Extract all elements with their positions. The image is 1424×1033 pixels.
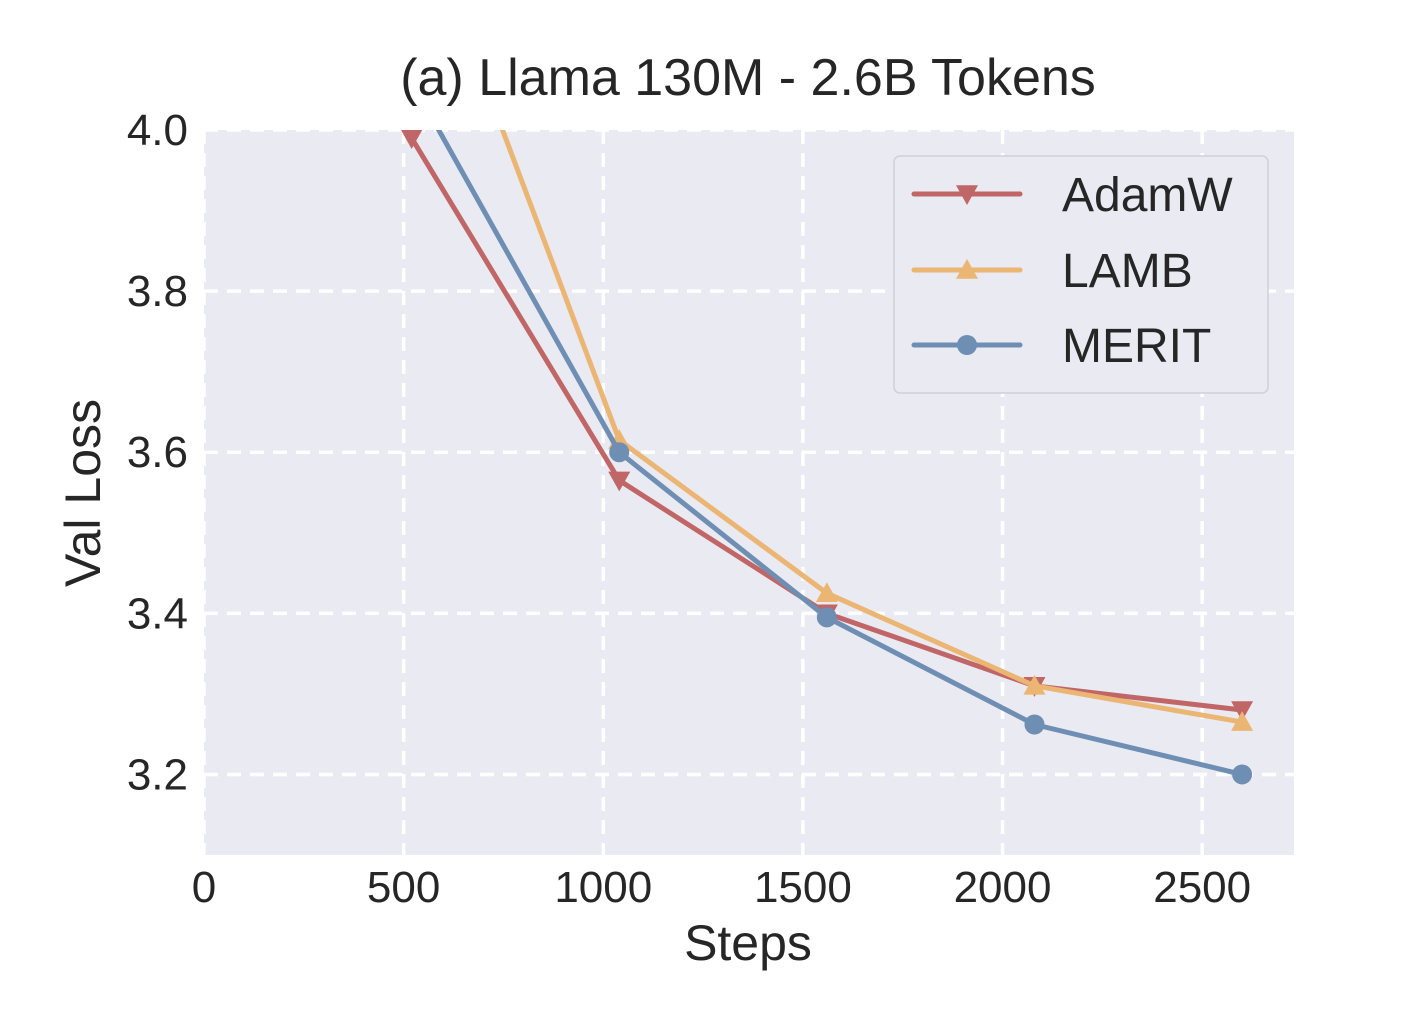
y-tick-label: 3.8 — [127, 267, 188, 316]
y-tick-label: 3.2 — [127, 750, 188, 799]
legend-marker-merit — [957, 335, 977, 355]
legend-label-merit: MERIT — [1062, 320, 1211, 373]
legend: AdamW LAMB MERIT — [893, 155, 1269, 394]
data-point-merit — [1024, 714, 1045, 735]
legend-marker-adamw — [956, 185, 978, 205]
legend-label-lamb: LAMB — [1062, 245, 1193, 298]
legend-marker-lamb — [956, 259, 978, 279]
legend-label-adamw: AdamW — [1062, 169, 1233, 222]
data-point-lamb — [1231, 711, 1254, 731]
x-tick-label: 500 — [367, 863, 440, 912]
y-tick-label: 3.6 — [127, 428, 188, 477]
data-point-merit — [1232, 764, 1253, 785]
data-point-merit — [816, 607, 837, 628]
chart-title: (a) Llama 130M - 2.6B Tokens — [400, 49, 1096, 107]
y-tick-label: 3.4 — [127, 589, 188, 638]
series-group — [401, 130, 1254, 785]
data-point-adamw — [608, 471, 631, 492]
y-tick-labels: 3.2 3.4 3.6 3.8 4.0 — [127, 106, 188, 799]
data-point-merit — [609, 442, 630, 463]
y-tick-label: 4.0 — [127, 106, 188, 155]
x-tick-label: 1500 — [754, 863, 852, 912]
x-tick-labels: 0 500 1000 1500 2000 2500 — [192, 863, 1251, 912]
data-point-lamb — [815, 582, 838, 602]
data-point-adamw — [401, 130, 423, 150]
x-axis-label: Steps — [684, 915, 812, 971]
x-tick-label: 2500 — [1153, 863, 1251, 912]
y-axis-label: Val Loss — [55, 399, 111, 587]
x-tick-label: 0 — [192, 863, 216, 912]
x-tick-label: 1000 — [554, 863, 652, 912]
x-tick-label: 2000 — [954, 863, 1052, 912]
legend-box — [893, 155, 1269, 394]
series-merit — [435, 130, 1253, 785]
data-point-lamb — [1023, 674, 1046, 695]
